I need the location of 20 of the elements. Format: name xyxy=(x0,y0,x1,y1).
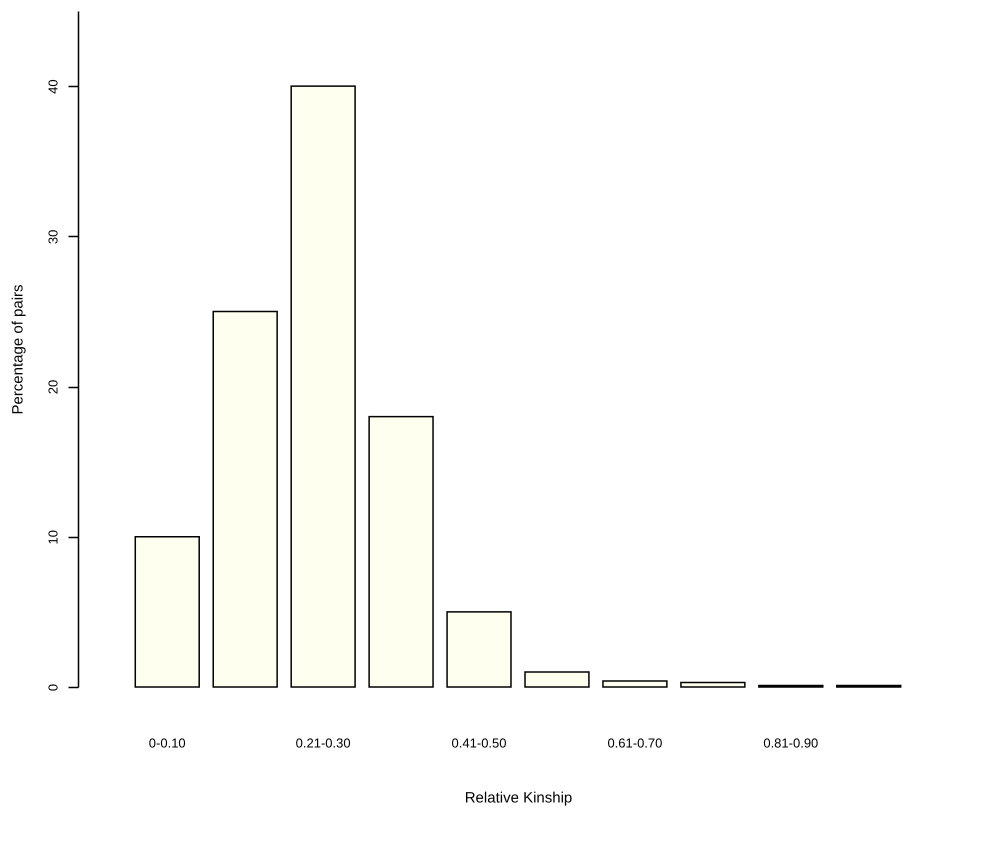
x-tick-label: 0-0.10 xyxy=(148,736,186,750)
bar xyxy=(134,536,200,688)
y-tick-label: 0 xyxy=(46,684,60,692)
x-tick-label: 0.61-0.70 xyxy=(607,736,662,750)
y-tick-label: 40 xyxy=(46,79,60,94)
bar xyxy=(290,85,356,688)
bar xyxy=(602,680,668,688)
bar xyxy=(368,416,434,688)
x-tick-label: 0.41-0.50 xyxy=(452,736,506,750)
bar xyxy=(446,611,512,688)
x-tick-label: 0.81-0.90 xyxy=(763,736,818,750)
bar xyxy=(212,310,278,688)
x-tick-label: 0.21-0.30 xyxy=(296,736,351,750)
y-tick-label: 20 xyxy=(46,380,60,394)
x-axis-title: Relative Kinship xyxy=(464,790,572,806)
bar xyxy=(680,682,746,688)
y-tick-label: 10 xyxy=(46,530,60,545)
bar xyxy=(524,671,590,688)
y-axis-title: Percentage of pairs xyxy=(10,284,26,415)
y-tick-label: 30 xyxy=(46,230,60,244)
